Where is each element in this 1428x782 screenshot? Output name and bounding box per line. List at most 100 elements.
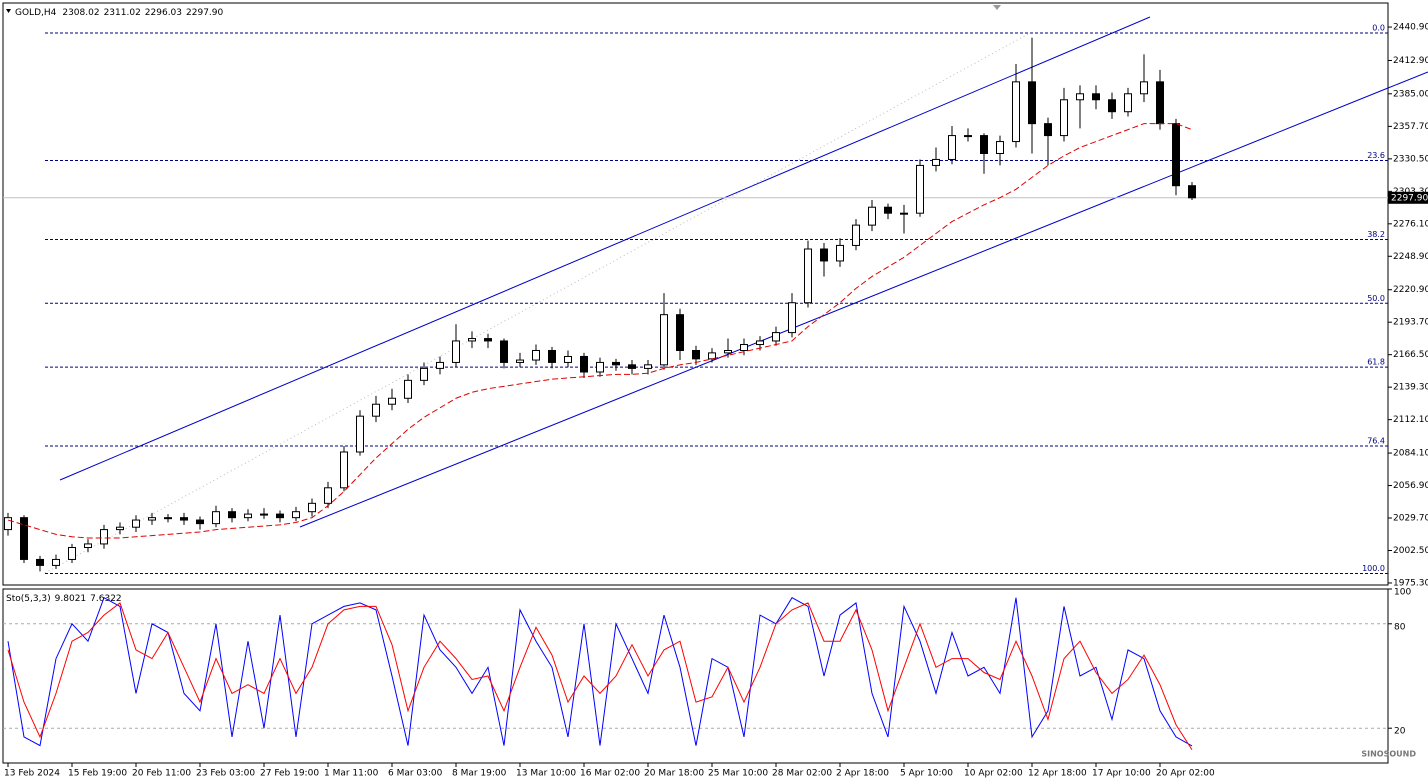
candle-body (884, 206, 892, 214)
candle-body (820, 248, 828, 262)
x-tick-label: 25 Mar 10:00 (708, 769, 768, 779)
y-tick-label: 20 (1394, 727, 1406, 737)
candle-body (500, 340, 508, 363)
candle-body (1140, 81, 1148, 95)
x-tick-label: 2 Apr 18:00 (836, 769, 889, 779)
candle-body (420, 367, 428, 381)
watermark: SINOSOUND (1361, 750, 1416, 759)
x-tick-label: 5 Apr 10:00 (900, 769, 953, 779)
fib-label: 100.0 (1362, 564, 1385, 573)
candle-body (772, 332, 780, 342)
stochastic-line (7, 602, 1193, 750)
candle-body (644, 364, 652, 369)
candle-body (1188, 185, 1196, 199)
stochastic-header: Sto(5,3,3) 9.8021 7.6322 (6, 594, 122, 604)
channel-upper (59, 16, 1151, 481)
y-tick-label: 2029.70 (1393, 514, 1428, 524)
candle-body (740, 344, 748, 351)
candle-body (788, 302, 796, 334)
candle-body (932, 158, 940, 166)
candle-body (356, 415, 364, 453)
y-tick-label: 2084.10 (1393, 449, 1428, 459)
x-tick-label: 6 Mar 03:00 (388, 769, 443, 779)
candle-body (516, 359, 524, 363)
x-tick-label: 10 Apr 02:00 (964, 769, 1023, 779)
y-tick-label: 2412.90 (1393, 56, 1428, 66)
candle-body (948, 135, 956, 160)
candle-body (292, 511, 300, 519)
candle-body (1012, 81, 1020, 143)
main-value: 9.8021 (55, 594, 87, 604)
x-tick-label: 16 Mar 02:00 (580, 769, 640, 779)
stochastic-line (7, 596, 1193, 747)
candle-body (20, 517, 28, 560)
y-tick-label: 2440.90 (1393, 23, 1428, 33)
candle-body (68, 547, 76, 560)
y-tick-label: 1975.30 (1393, 578, 1428, 588)
candle-body (580, 355, 588, 373)
stochastic-panel (2, 588, 1389, 764)
candle-body (1172, 123, 1180, 187)
candle-body (1060, 99, 1068, 137)
fib-label: 23.6 (1367, 151, 1385, 160)
candle-body (1092, 93, 1100, 101)
candle-body (916, 164, 924, 214)
x-tick-label: 20 Mar 18:00 (644, 769, 704, 779)
shift-marker (993, 5, 1001, 10)
y-tick-label: 2276.10 (1393, 219, 1428, 229)
y-tick-label: 2193.70 (1393, 318, 1428, 328)
y-tick-label: 2112.10 (1393, 415, 1428, 425)
x-tick-label: 20 Apr 02:00 (1156, 769, 1215, 779)
header-high: 2311.02 (104, 8, 141, 18)
candle-body (36, 558, 44, 566)
fib-label: 61.8 (1367, 358, 1385, 367)
candle-body (1156, 81, 1164, 125)
menu-arrow[interactable] (6, 9, 11, 13)
price-header: GOLD,H4 2308.02 2311.02 2296.03 2297.90 (15, 8, 224, 18)
header-low: 2296.03 (145, 8, 182, 18)
price-tag-label: 2297.90 (1391, 193, 1428, 203)
candle-body (372, 403, 380, 417)
candle-body (804, 248, 812, 304)
y-tick-label: 80 (1394, 622, 1406, 632)
candle-body (308, 502, 316, 513)
candle-body (148, 517, 156, 521)
candle-body (612, 361, 620, 366)
candle-body (660, 314, 668, 366)
y-tick-label: 100 (1394, 588, 1411, 598)
candle-body (900, 212, 908, 215)
candle-body (84, 543, 92, 549)
candle-body (52, 558, 60, 566)
indicator-name: Sto(5,3,3) (6, 594, 51, 604)
candle-body (180, 517, 188, 521)
y-tick-label: 2385.00 (1393, 89, 1428, 99)
candle-body (436, 361, 444, 369)
candle-body (708, 352, 716, 360)
candle-body (116, 526, 124, 531)
candle-body (100, 529, 108, 545)
candle-body (1044, 123, 1052, 137)
candle-body (244, 513, 252, 519)
candle-body (260, 513, 268, 516)
candle-body (132, 519, 140, 528)
x-tick-label: 20 Feb 11:00 (132, 769, 191, 779)
candle-body (1124, 93, 1132, 113)
candle-body (676, 314, 684, 351)
fib-trendline (44, 32, 1031, 574)
header-close: 2297.90 (186, 8, 223, 18)
candle-body (964, 135, 972, 138)
candle-body (468, 338, 476, 342)
x-tick-label: 12 Apr 18:00 (1028, 769, 1087, 779)
candle-body (484, 338, 492, 342)
moving-average (7, 123, 1193, 539)
y-tick-label: 2220.90 (1393, 285, 1428, 295)
y-tick-label: 2248.90 (1393, 252, 1428, 262)
candle-body (196, 519, 204, 525)
candle-body (596, 361, 604, 373)
channel-lower-extension (1387, 71, 1428, 89)
candle-body (980, 135, 988, 154)
candle-body (276, 513, 284, 519)
x-tick-label: 1 Mar 11:00 (324, 769, 379, 779)
